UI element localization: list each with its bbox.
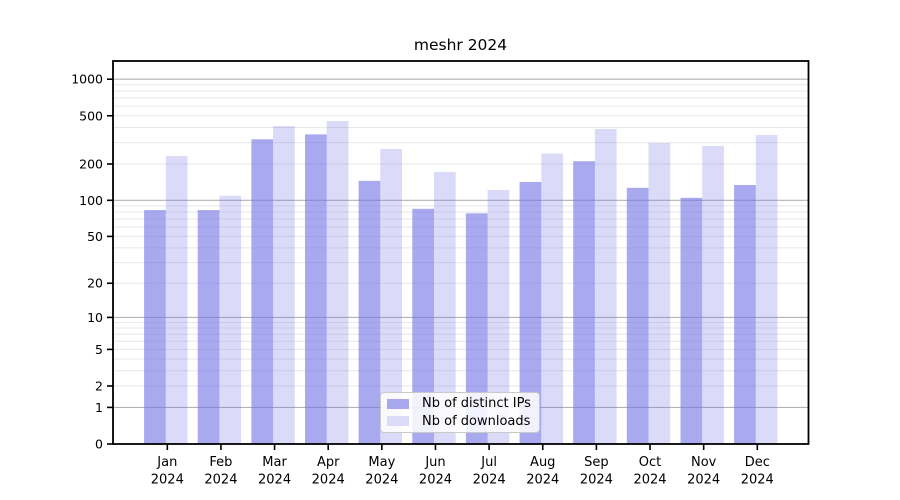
bar-jul-nb-of-distinct-ips — [465, 213, 488, 444]
x-tick-label-year-apr: 2024 — [312, 473, 345, 488]
x-tick-label-jan: Jan — [156, 455, 177, 470]
bar-feb-nb-of-downloads — [219, 195, 242, 444]
y-tick-label-2: 2 — [95, 378, 103, 393]
bar-dec-nb-of-downloads — [755, 135, 778, 444]
x-tick-label-year-mar: 2024 — [258, 473, 291, 488]
y-tick-label-50: 50 — [87, 229, 103, 244]
x-tick-label-oct: Oct — [639, 455, 661, 470]
axes-box — [112, 60, 810, 445]
legend-label-downloads: Nb of downloads — [422, 413, 531, 429]
bar-mar-nb-of-distinct-ips — [251, 139, 274, 445]
legend-row-downloads: Nb of downloads — [381, 413, 539, 431]
bar-sep-nb-of-downloads — [594, 129, 617, 444]
chart-title: meshr 2024 — [413, 36, 508, 54]
x-tick-label-year-aug: 2024 — [526, 473, 559, 488]
legend-swatch-downloads — [387, 416, 409, 427]
bar-oct-nb-of-downloads — [648, 143, 671, 444]
bar-feb-nb-of-distinct-ips — [197, 210, 220, 444]
y-tick-label-5: 5 — [95, 342, 103, 357]
y-tick-label-500: 500 — [79, 108, 103, 123]
x-tick-label-aug: Aug — [530, 455, 555, 470]
x-tick-label-jun: Jun — [424, 455, 445, 470]
bar-nov-nb-of-downloads — [702, 145, 724, 444]
x-tick-label-year-jul: 2024 — [473, 473, 506, 488]
y-tick-label-1000: 1000 — [71, 72, 103, 87]
x-tick-label-year-jan: 2024 — [151, 473, 184, 488]
y-tick-label-200: 200 — [79, 156, 103, 171]
y-tick-label-10: 10 — [87, 310, 103, 325]
x-tick-label-feb: Feb — [209, 455, 232, 470]
x-tick-label-apr: Apr — [317, 455, 340, 470]
bar-jan-nb-of-downloads — [165, 156, 188, 444]
bar-jan-nb-of-distinct-ips — [144, 210, 166, 444]
x-tick-label-jul: Jul — [480, 455, 497, 470]
x-tick-label-may: May — [368, 455, 395, 470]
x-tick-label-nov: Nov — [691, 455, 717, 470]
legend-row-distinct-ips: Nb of distinct IPs — [381, 395, 539, 413]
bar-apr-nb-of-distinct-ips — [305, 134, 327, 444]
bar-aug-nb-of-distinct-ips — [519, 182, 542, 444]
bar-jun-nb-of-distinct-ips — [412, 208, 434, 444]
x-tick-label-sep: Sep — [584, 455, 609, 470]
bar-jul-nb-of-downloads — [487, 189, 510, 444]
bar-nov-nb-of-distinct-ips — [680, 197, 703, 444]
x-tick-label-year-dec: 2024 — [741, 473, 774, 488]
bar-jun-nb-of-downloads — [434, 171, 456, 444]
bar-may-nb-of-downloads — [380, 149, 402, 444]
bar-may-nb-of-distinct-ips — [358, 180, 381, 444]
bar-sep-nb-of-distinct-ips — [573, 161, 595, 444]
legend-swatch-distinct-ips — [387, 398, 409, 409]
y-tick-label-0: 0 — [95, 437, 103, 452]
legend: Nb of distinct IPs Nb of downloads — [380, 392, 540, 433]
bar-dec-nb-of-distinct-ips — [734, 185, 756, 444]
x-tick-label-year-jun: 2024 — [419, 473, 452, 488]
x-tick-label-year-feb: 2024 — [204, 473, 237, 488]
y-tick-label-20: 20 — [87, 276, 103, 291]
bar-oct-nb-of-distinct-ips — [626, 187, 649, 445]
legend-label-distinct-ips: Nb of distinct IPs — [422, 396, 531, 412]
x-tick-label-year-nov: 2024 — [687, 473, 720, 488]
x-tick-label-year-oct: 2024 — [633, 473, 666, 488]
x-tick-label-year-sep: 2024 — [580, 473, 613, 488]
bar-mar-nb-of-downloads — [273, 126, 295, 444]
x-tick-label-year-may: 2024 — [365, 473, 398, 488]
x-tick-label-dec: Dec — [745, 455, 770, 470]
bar-aug-nb-of-downloads — [541, 153, 563, 444]
bar-apr-nb-of-downloads — [326, 121, 349, 444]
x-tick-label-mar: Mar — [262, 455, 287, 470]
y-tick-label-1: 1 — [95, 400, 103, 415]
y-tick-label-100: 100 — [79, 193, 103, 208]
